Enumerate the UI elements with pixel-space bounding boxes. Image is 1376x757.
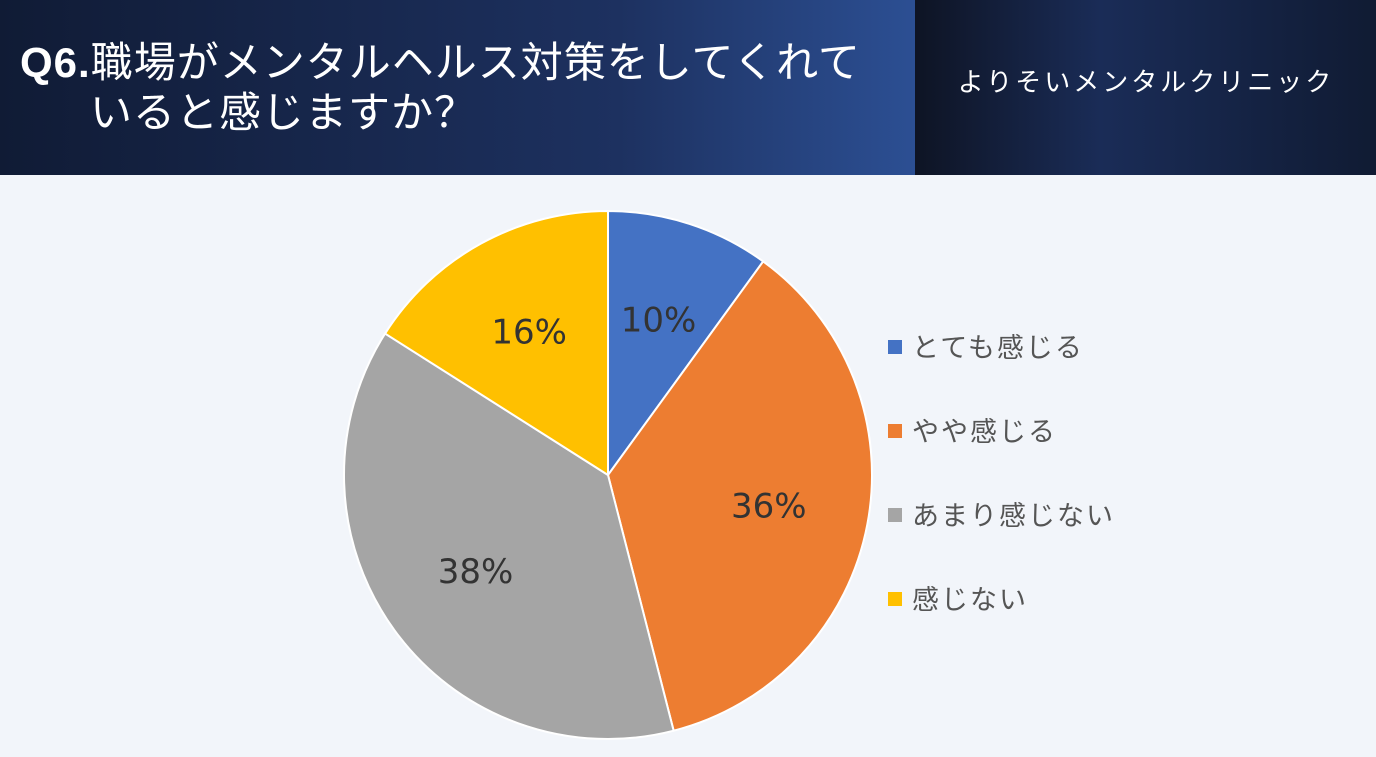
question-number: Q6.: [20, 39, 91, 86]
legend-swatch: [888, 424, 902, 438]
pie-slices: [343, 209, 873, 740]
legend-swatch: [888, 592, 902, 606]
page-title: Q6.職場がメンタルヘルス対策をしてくれて いると感じますか？: [20, 38, 900, 138]
pie-slice: [383, 209, 609, 477]
legend-label: あまり感じない: [912, 501, 1115, 532]
legend-label: 感じない: [912, 585, 1028, 616]
pie-slice: [343, 332, 675, 740]
question-line-1: 職場がメンタルヘルス対策をしてくれて: [90, 38, 861, 87]
pie-data-label: 10%: [621, 300, 697, 340]
legend-swatch: [888, 340, 902, 354]
legend-swatch: [888, 508, 902, 522]
pie-slice: [607, 209, 765, 479]
pie-data-labels: 10% 36% 38% 16%: [438, 300, 807, 592]
legend-label: とても感じる: [912, 333, 1084, 364]
pie-data-label: 38%: [438, 552, 514, 592]
pie-slice: [606, 260, 873, 732]
legend-label: やや感じる: [912, 417, 1057, 448]
clinic-name: よりそいメンタルクリニック: [957, 68, 1335, 98]
pie-data-label: 36%: [731, 487, 807, 527]
header-banner: Q6.職場がメンタルヘルス対策をしてくれて いると感じますか？ よりそいメンタル…: [0, 0, 1376, 175]
pie-data-label: 16%: [491, 313, 567, 353]
question-line-2: いると感じますか？: [90, 88, 478, 137]
